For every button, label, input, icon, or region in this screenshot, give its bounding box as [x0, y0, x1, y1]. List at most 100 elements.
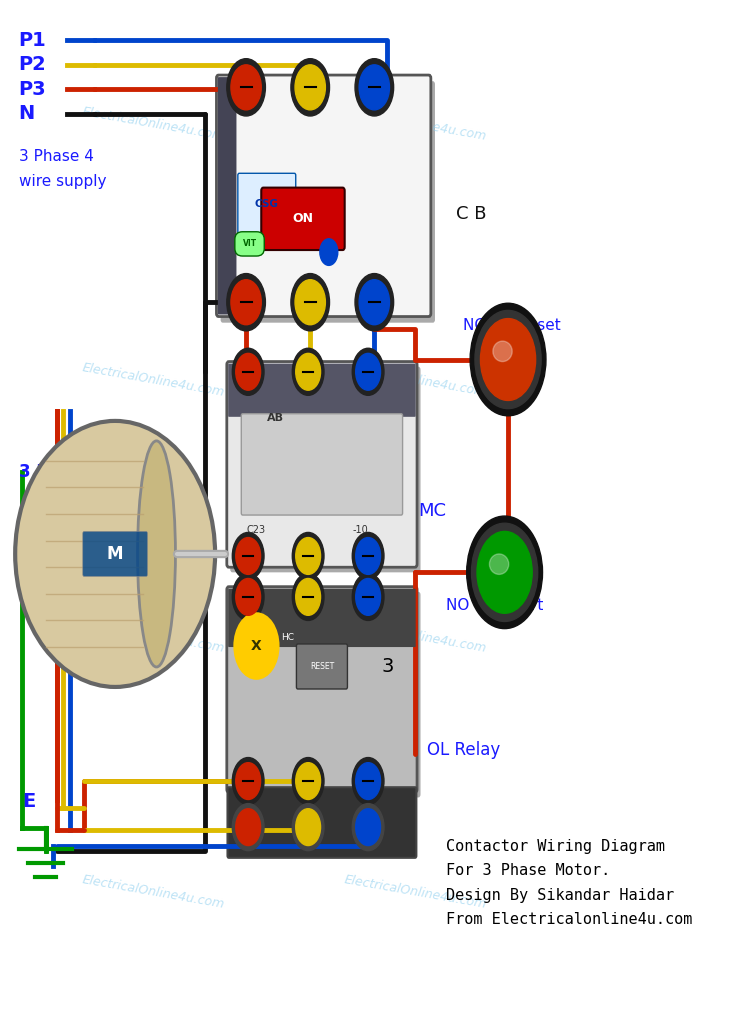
Text: X: X: [251, 639, 262, 653]
Circle shape: [475, 311, 541, 408]
Text: RESET: RESET: [310, 662, 334, 671]
Circle shape: [355, 58, 394, 116]
Text: NC Off/Reset: NC Off/Reset: [463, 318, 561, 333]
Circle shape: [355, 579, 381, 616]
Circle shape: [292, 757, 324, 804]
Text: ElectricalOnline4u.com: ElectricalOnline4u.com: [343, 617, 487, 655]
Text: ElectricalOnline4u.com: ElectricalOnline4u.com: [343, 873, 487, 910]
Circle shape: [355, 274, 394, 330]
Text: E: E: [22, 792, 35, 811]
Circle shape: [234, 614, 278, 679]
Text: 3 Phase Motor: 3 Phase Motor: [18, 463, 154, 481]
Circle shape: [295, 65, 325, 110]
Text: M: M: [107, 545, 124, 563]
FancyBboxPatch shape: [230, 592, 420, 797]
Text: N: N: [18, 105, 35, 123]
Text: ElectricalOnline4u.com: ElectricalOnline4u.com: [81, 617, 225, 655]
Ellipse shape: [138, 441, 175, 667]
FancyBboxPatch shape: [82, 531, 147, 577]
Circle shape: [227, 58, 266, 116]
Circle shape: [236, 579, 261, 616]
Circle shape: [467, 516, 542, 629]
Ellipse shape: [493, 341, 512, 361]
Circle shape: [291, 274, 330, 330]
Circle shape: [477, 531, 532, 614]
Text: HC: HC: [281, 633, 294, 642]
FancyBboxPatch shape: [227, 587, 417, 792]
Circle shape: [355, 538, 381, 575]
Ellipse shape: [489, 554, 509, 575]
Circle shape: [236, 762, 261, 799]
Text: CSG: CSG: [255, 199, 279, 209]
Text: 3 Phase 4: 3 Phase 4: [18, 150, 93, 164]
Ellipse shape: [15, 421, 215, 687]
Text: ElectricalOnline4u.com: ElectricalOnline4u.com: [81, 361, 225, 399]
FancyBboxPatch shape: [218, 77, 236, 315]
Text: AB: AB: [266, 412, 284, 423]
Circle shape: [296, 538, 321, 575]
Text: 3: 3: [381, 657, 394, 676]
Text: P2: P2: [18, 55, 46, 74]
Circle shape: [231, 280, 261, 324]
Circle shape: [355, 762, 381, 799]
Text: ElectricalOnline4u.com: ElectricalOnline4u.com: [343, 106, 487, 143]
Circle shape: [296, 353, 321, 390]
Circle shape: [353, 348, 384, 395]
Circle shape: [296, 762, 321, 799]
Text: wire supply: wire supply: [18, 174, 106, 189]
Circle shape: [470, 304, 546, 416]
FancyBboxPatch shape: [238, 173, 296, 234]
Circle shape: [292, 574, 324, 621]
Circle shape: [291, 58, 330, 116]
FancyBboxPatch shape: [230, 366, 420, 573]
Text: C B: C B: [456, 205, 486, 224]
Circle shape: [472, 523, 538, 622]
Circle shape: [296, 808, 321, 845]
Circle shape: [296, 579, 321, 616]
Text: ElectricalOnline4u.com: ElectricalOnline4u.com: [81, 873, 225, 910]
Circle shape: [233, 803, 264, 851]
Circle shape: [355, 353, 381, 390]
Circle shape: [233, 348, 264, 395]
Text: OL Relay: OL Relay: [428, 742, 500, 759]
FancyBboxPatch shape: [221, 81, 435, 323]
Circle shape: [353, 574, 384, 621]
FancyBboxPatch shape: [227, 361, 417, 567]
Circle shape: [359, 65, 389, 110]
Circle shape: [355, 808, 381, 845]
FancyBboxPatch shape: [228, 363, 416, 417]
FancyBboxPatch shape: [216, 75, 431, 317]
Circle shape: [231, 65, 261, 110]
Circle shape: [292, 803, 324, 851]
Text: VIT: VIT: [242, 239, 257, 248]
Circle shape: [236, 353, 261, 390]
FancyBboxPatch shape: [227, 787, 417, 858]
Circle shape: [236, 808, 261, 845]
Text: NO  On/Start: NO On/Start: [446, 597, 543, 613]
Circle shape: [236, 538, 261, 575]
Circle shape: [320, 239, 338, 266]
Circle shape: [233, 757, 264, 804]
FancyBboxPatch shape: [261, 188, 344, 250]
Text: -10: -10: [353, 525, 369, 536]
Circle shape: [233, 532, 264, 580]
Circle shape: [295, 280, 325, 324]
FancyBboxPatch shape: [228, 589, 416, 647]
Circle shape: [359, 280, 389, 324]
Text: C23: C23: [246, 525, 265, 536]
Text: ElectricalOnline4u.com: ElectricalOnline4u.com: [343, 361, 487, 399]
Circle shape: [353, 532, 384, 580]
Text: MC: MC: [419, 502, 447, 520]
Text: ON: ON: [292, 212, 314, 226]
Text: P1: P1: [18, 31, 46, 50]
Circle shape: [292, 532, 324, 580]
Circle shape: [227, 274, 266, 330]
Text: P3: P3: [18, 80, 46, 98]
Circle shape: [233, 574, 264, 621]
FancyBboxPatch shape: [241, 413, 403, 515]
Circle shape: [481, 319, 536, 400]
Text: Contactor Wiring Diagram
For 3 Phase Motor.
Design By Sikandar Haidar
From Elect: Contactor Wiring Diagram For 3 Phase Mot…: [446, 838, 693, 928]
Text: ElectricalOnline4u.com: ElectricalOnline4u.com: [81, 106, 225, 143]
Circle shape: [353, 757, 384, 804]
FancyBboxPatch shape: [297, 644, 347, 689]
